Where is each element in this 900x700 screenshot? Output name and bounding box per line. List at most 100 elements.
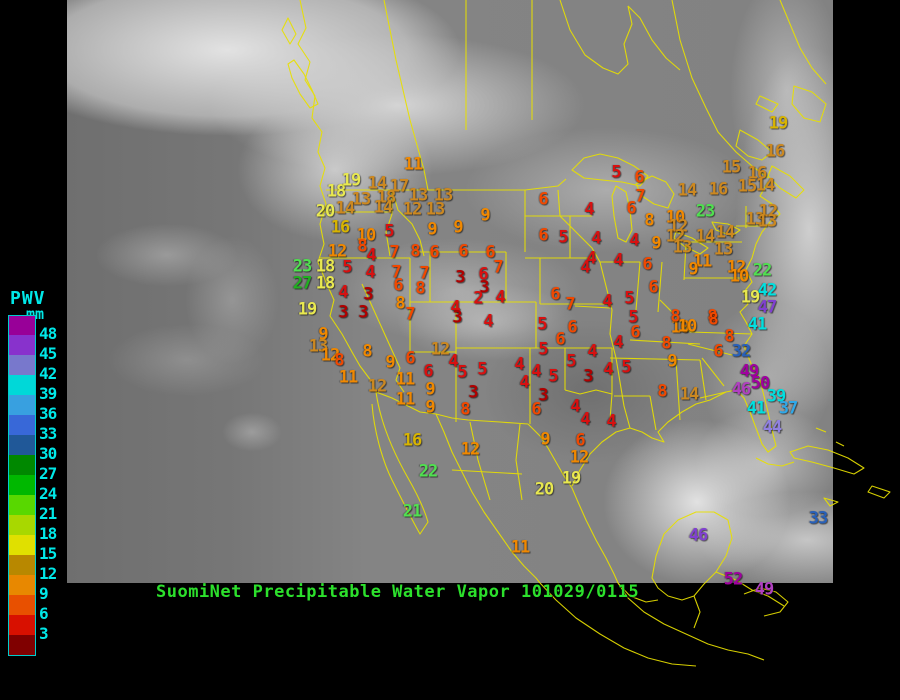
station-value: 6	[630, 322, 640, 343]
station-value: 15	[721, 157, 742, 178]
station-value: 16	[330, 217, 351, 238]
station-value: 22	[418, 461, 439, 482]
station-value: 49	[739, 361, 760, 382]
legend-label: 27	[39, 464, 57, 483]
station-value: 5	[566, 351, 576, 372]
legend-label: 18	[39, 524, 57, 543]
station-value: 14	[335, 198, 356, 219]
station-value: 5	[624, 288, 634, 309]
station-value: 10	[356, 225, 377, 246]
station-value: 12	[320, 345, 341, 366]
station-value: 4	[450, 297, 460, 318]
legend-swatch	[8, 615, 36, 635]
station-value: 12	[668, 216, 689, 237]
station-value: 5	[628, 307, 638, 328]
station-value: 7	[493, 257, 503, 278]
station-value: 20	[315, 201, 336, 222]
station-value: 8	[644, 210, 654, 231]
station-value: 6	[550, 284, 560, 305]
legend-swatch-row: 39	[8, 375, 68, 403]
legend-swatch-row	[8, 635, 68, 656]
station-value: 4	[483, 311, 493, 332]
station-value: 18	[315, 273, 336, 294]
station-value: 42	[757, 280, 778, 301]
legend-swatch	[8, 575, 36, 595]
station-value: 3	[455, 267, 465, 288]
station-value: 15	[737, 176, 758, 197]
legend-label: 36	[39, 404, 57, 423]
legend-swatch	[8, 435, 36, 455]
station-value: 9	[540, 429, 550, 450]
station-value: 11	[692, 251, 713, 272]
legend-swatch	[8, 515, 36, 535]
legend-swatch	[8, 555, 36, 575]
station-value: 4	[584, 199, 594, 220]
station-value: 7	[565, 294, 575, 315]
legend-swatch	[8, 635, 36, 656]
station-value: 12	[726, 257, 747, 278]
station-value: 9	[425, 397, 435, 418]
station-value: 16	[708, 179, 729, 200]
station-value: 6	[575, 430, 585, 451]
station-value: 41	[746, 398, 767, 419]
station-value: 4	[514, 354, 524, 375]
legend-swatch-row: 6	[8, 595, 68, 623]
legend-swatch	[8, 455, 36, 475]
station-value: 4	[580, 257, 590, 278]
station-value: 14	[367, 173, 388, 194]
station-value: 6	[642, 254, 652, 275]
station-value: 14	[695, 226, 716, 247]
station-value: 17	[389, 176, 410, 197]
station-value: 10	[665, 207, 686, 228]
station-value: 3	[363, 284, 373, 305]
station-value: 6	[478, 264, 488, 285]
station-value: 4	[602, 291, 612, 312]
station-value: 8	[357, 236, 367, 257]
station-value: 13	[672, 237, 693, 258]
station-value: 52	[723, 569, 744, 590]
station-value: 5	[621, 357, 631, 378]
station-value: 6	[648, 277, 658, 298]
legend-label: 3	[39, 624, 49, 643]
station-value: 47	[757, 297, 778, 318]
station-value: 12	[665, 226, 686, 247]
legend-swatch	[8, 355, 36, 375]
legend-swatch-row: 42	[8, 355, 68, 383]
station-value: 19	[297, 299, 318, 320]
station-value: 13	[351, 189, 372, 210]
legend-swatch-row: 45	[8, 335, 68, 363]
station-value: 13	[433, 185, 454, 206]
station-value: 7	[391, 262, 401, 283]
station-value: 8	[460, 399, 470, 420]
station-value: 9	[688, 259, 698, 280]
legend-swatch	[8, 495, 36, 515]
station-value: 8	[415, 278, 425, 299]
station-value: 14	[715, 222, 736, 243]
station-value: 13	[408, 185, 429, 206]
station-value: 6	[713, 341, 723, 362]
station-value: 8	[334, 350, 344, 371]
satellite-image	[67, 0, 833, 583]
legend-label: 12	[39, 564, 57, 583]
station-value: 37	[778, 398, 799, 419]
station-value: 33	[808, 508, 829, 529]
station-value: 4	[606, 411, 616, 432]
station-value: 12	[460, 439, 481, 460]
station-value: 9	[453, 217, 463, 238]
station-value: 4	[365, 262, 375, 283]
station-value: 12	[430, 339, 451, 360]
station-value: 5	[538, 339, 548, 360]
station-value: 3	[468, 382, 478, 403]
station-value: 8	[410, 241, 420, 262]
station-value: 8	[395, 293, 405, 314]
station-value: 6	[531, 399, 541, 420]
station-value: 8	[661, 333, 671, 354]
station-value: 11	[403, 154, 424, 175]
station-value: 8	[657, 381, 667, 402]
legend-swatch-row: 33	[8, 415, 68, 443]
station-value: 3	[538, 385, 548, 406]
station-value: 6	[485, 242, 495, 263]
station-value: 9	[651, 233, 661, 254]
legend-swatch	[8, 315, 36, 336]
